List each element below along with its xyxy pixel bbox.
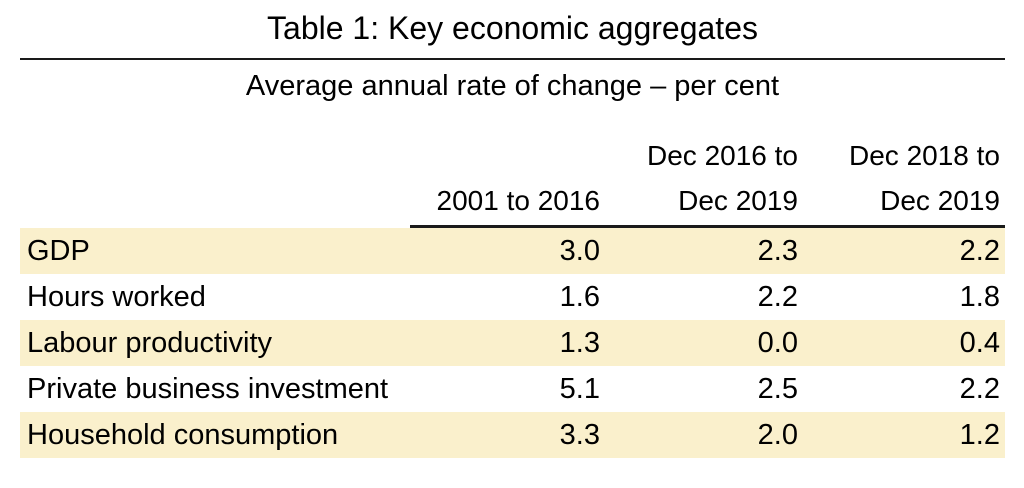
cell-value: 2.2 <box>959 234 1000 267</box>
header-spacer <box>20 178 410 223</box>
table-container: Table 1: Key economic aggregates Average… <box>20 0 1005 458</box>
cell-value: 0.0 <box>757 326 798 359</box>
column-header-col2-line2: Dec 2019 <box>678 185 798 216</box>
cell-value: 3.0 <box>559 234 600 267</box>
cell-value: 1.6 <box>559 280 600 313</box>
cell-value: 2.0 <box>757 418 798 451</box>
row-label: GDP <box>27 234 90 267</box>
cell-value: 1.8 <box>959 280 1000 313</box>
cell-value: 1.2 <box>959 418 1000 451</box>
cell-value: 1.3 <box>559 326 600 359</box>
column-header-col3-line2: Dec 2019 <box>880 185 1000 216</box>
cell-value: 2.2 <box>757 280 798 313</box>
column-header-col3-line1: Dec 2018 to <box>849 140 1000 171</box>
table-row-private-business-investment: Private business investment 5.1 2.5 2.2 <box>20 366 1005 412</box>
table-row-household-consumption: Household consumption 3.3 2.0 1.2 <box>20 412 1005 458</box>
table-row-hours-worked: Hours worked 1.6 2.2 1.8 <box>20 274 1005 320</box>
column-header-col1-line2: 2001 to 2016 <box>436 185 601 216</box>
column-header-col1-line1 <box>410 133 600 178</box>
cell-value: 2.3 <box>757 234 798 267</box>
row-label: Hours worked <box>27 280 206 313</box>
table-title: Table 1: Key economic aggregates <box>267 10 758 46</box>
row-label: Labour productivity <box>27 326 273 359</box>
header-underline <box>410 223 1005 228</box>
table-row-gdp: GDP 3.0 2.3 2.2 <box>20 228 1005 274</box>
title-rule <box>20 58 1005 60</box>
table-row-labour-productivity: Labour productivity 1.3 0.0 0.4 <box>20 320 1005 366</box>
row-label: Private business investment <box>27 372 389 405</box>
cell-value: 2.5 <box>757 372 798 405</box>
column-header-block: Dec 2016 to Dec 2018 to 2001 to 2016 Dec… <box>20 133 1005 228</box>
column-header-col2-line1: Dec 2016 to <box>647 140 798 171</box>
cell-value: 0.4 <box>959 326 1000 359</box>
header-spacer <box>20 133 410 178</box>
cell-value: 5.1 <box>559 372 600 405</box>
table-subtitle: Average annual rate of change – per cent <box>245 70 780 102</box>
row-label: Household consumption <box>27 418 339 451</box>
cell-value: 3.3 <box>559 418 600 451</box>
cell-value: 2.2 <box>959 372 1000 405</box>
